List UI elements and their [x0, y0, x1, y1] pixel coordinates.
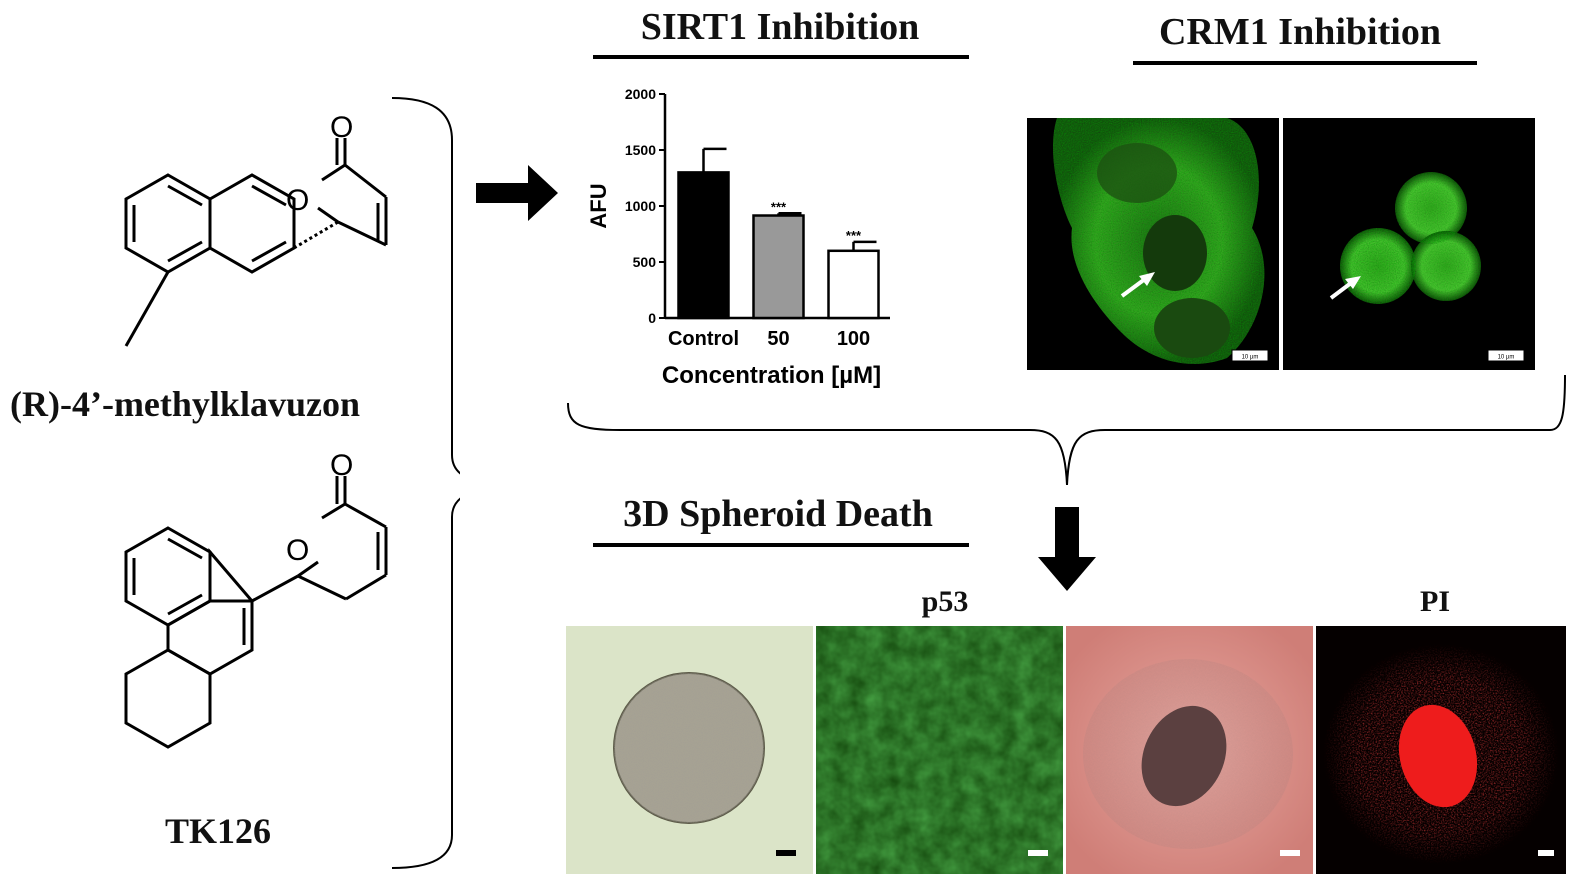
bar-50: [752, 214, 805, 320]
crm1-title: CRM1 Inhibition: [1159, 11, 1441, 53]
y-tick-label: 1500: [625, 142, 656, 158]
compound-2-name: TK126: [165, 811, 272, 851]
sirt1-title-underline: [593, 55, 969, 59]
y-tick-label: 500: [633, 254, 657, 270]
compound-1-carbonyl-oxygen: O: [330, 111, 353, 144]
phenyl-ring: [124, 526, 212, 627]
spheroid-brightfield-control: [566, 626, 813, 874]
compound-1-name: (R)-4’-methylklavuzon: [10, 384, 360, 424]
stereo-hashed-bond: [293, 220, 339, 250]
methyl-bond: [124, 271, 170, 347]
compound-2-ring-oxygen: O: [286, 534, 309, 567]
x-tick-label: 50: [767, 328, 789, 350]
spheroid-brightfield-treated: [1066, 626, 1313, 874]
naphthalene-ring-left: [124, 173, 212, 274]
x-tick-label: 100: [837, 328, 870, 350]
right-arrow-icon: [476, 165, 558, 221]
bar-Control: [677, 171, 730, 320]
spheroid-p53-fluorescence: [816, 626, 1063, 874]
p53-label: p53: [921, 585, 969, 618]
compound-1-ring-oxygen: O: [286, 184, 309, 217]
cyclohexane-ring: [124, 648, 212, 749]
spheroid-title-underline: [593, 543, 969, 547]
sirt1-bar-chart: 0 500 1000 1500 2000 AFU Control 50 *** 100 *** Con…: [586, 86, 890, 389]
crm1-scalebar-1: 10 µm: [1242, 355, 1259, 361]
naphthalene-ring-right: [208, 173, 296, 274]
crm1-scalebar-2: 10 µm: [1498, 355, 1515, 361]
bar-100: [827, 249, 880, 320]
compound-1-structure: [124, 138, 388, 347]
y-tick-label: 1000: [625, 198, 656, 214]
x-tick-label: Control: [668, 328, 739, 350]
spheroid-title: 3D Spheroid Death: [623, 493, 933, 535]
spheroid-pi-fluorescence: [1316, 626, 1566, 874]
pi-label: PI: [1420, 585, 1450, 618]
compound-2-carbonyl-oxygen: O: [330, 449, 353, 482]
y-tick-label: 0: [648, 310, 656, 326]
crm1-image-treated: 10 µm: [1283, 118, 1535, 370]
sirt1-title: SIRT1 Inhibition: [640, 6, 920, 48]
x-axis-label: Concentration [µM]: [662, 362, 881, 389]
significance-label: ***: [771, 199, 787, 214]
compound-2-structure: [124, 476, 388, 749]
crm1-image-control: 10 µm: [1027, 118, 1279, 370]
significance-label: ***: [846, 228, 862, 243]
crm1-title-underline: [1133, 61, 1477, 65]
down-arrow-icon: [1038, 507, 1096, 591]
y-tick-label: 2000: [625, 86, 656, 102]
chemical-structures: O O O O: [124, 97, 460, 869]
compounds-brace-icon: [391, 97, 460, 869]
results-brace-icon: [567, 375, 1566, 486]
y-axis-label: AFU: [586, 183, 611, 228]
